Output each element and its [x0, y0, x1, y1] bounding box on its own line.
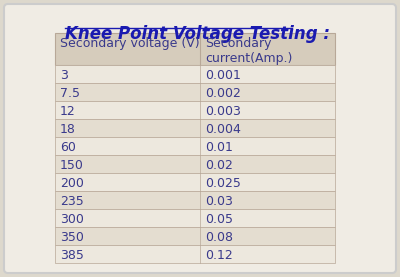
Text: 0.05: 0.05: [205, 213, 233, 226]
Text: Secondary
current(Amp.): Secondary current(Amp.): [205, 37, 292, 65]
Text: Secondary voltage (V): Secondary voltage (V): [60, 37, 200, 50]
FancyBboxPatch shape: [55, 119, 335, 137]
Text: 3: 3: [60, 69, 68, 82]
Text: 0.025: 0.025: [205, 177, 241, 190]
FancyBboxPatch shape: [55, 65, 335, 83]
FancyBboxPatch shape: [4, 4, 396, 273]
Text: 235: 235: [60, 195, 84, 208]
Text: 7.5: 7.5: [60, 87, 80, 100]
FancyBboxPatch shape: [55, 101, 335, 119]
FancyBboxPatch shape: [55, 173, 335, 191]
FancyBboxPatch shape: [55, 83, 335, 101]
Text: 60: 60: [60, 141, 76, 154]
Text: 150: 150: [60, 159, 84, 172]
FancyBboxPatch shape: [55, 245, 335, 263]
Text: Knee Point Voltage Testing :: Knee Point Voltage Testing :: [65, 25, 330, 43]
Text: 200: 200: [60, 177, 84, 190]
Text: 0.12: 0.12: [205, 249, 233, 262]
FancyBboxPatch shape: [55, 137, 335, 155]
FancyBboxPatch shape: [55, 209, 335, 227]
Text: 0.03: 0.03: [205, 195, 233, 208]
FancyBboxPatch shape: [55, 155, 335, 173]
FancyBboxPatch shape: [55, 191, 335, 209]
Text: 0.001: 0.001: [205, 69, 241, 82]
FancyBboxPatch shape: [55, 33, 335, 65]
Text: 385: 385: [60, 249, 84, 262]
Text: 12: 12: [60, 105, 76, 118]
Text: 0.02: 0.02: [205, 159, 233, 172]
Text: 300: 300: [60, 213, 84, 226]
Text: 18: 18: [60, 123, 76, 136]
Text: 0.003: 0.003: [205, 105, 241, 118]
Text: 0.01: 0.01: [205, 141, 233, 154]
Text: 0.004: 0.004: [205, 123, 241, 136]
Text: 0.08: 0.08: [205, 231, 233, 244]
Text: 0.002: 0.002: [205, 87, 241, 100]
FancyBboxPatch shape: [55, 227, 335, 245]
Text: 350: 350: [60, 231, 84, 244]
